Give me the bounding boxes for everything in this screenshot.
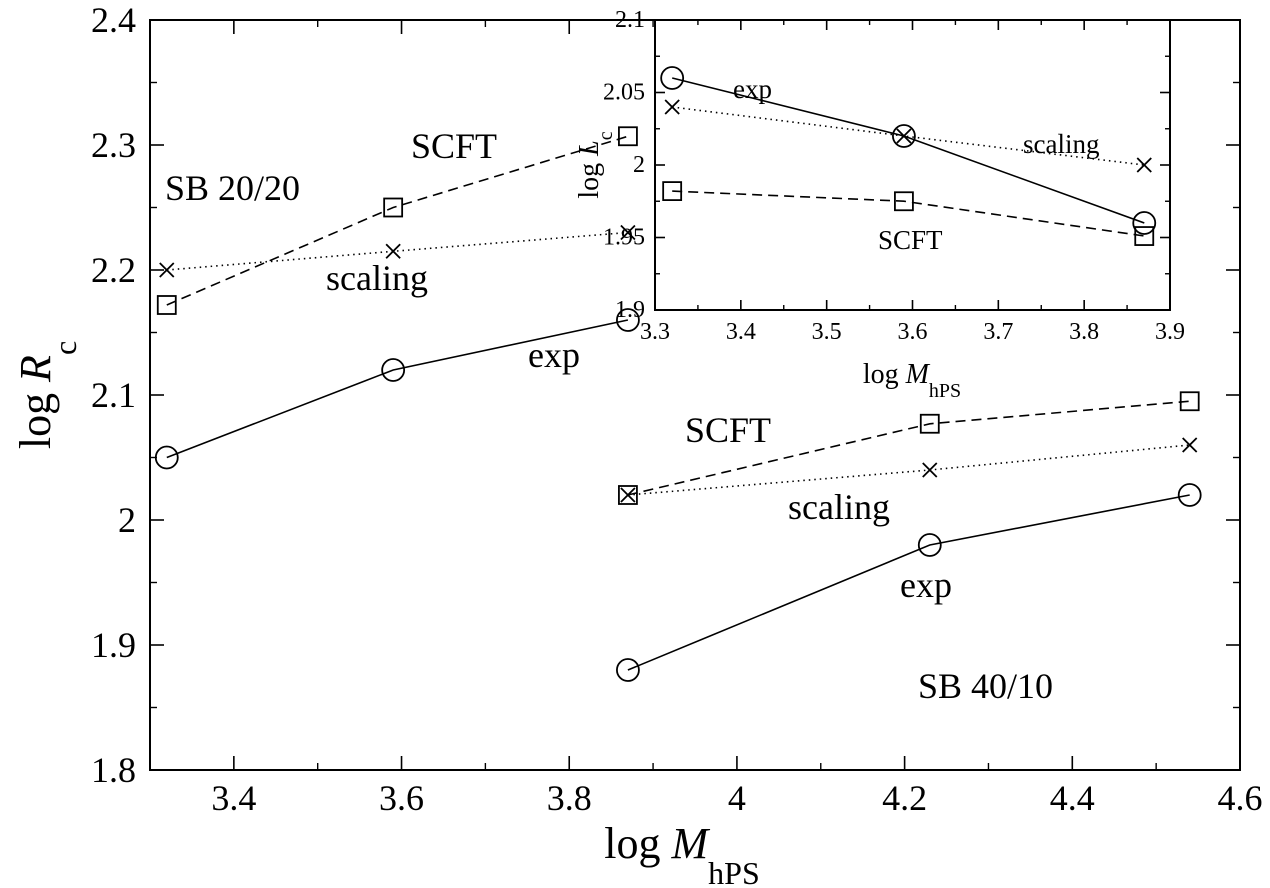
square-marker	[919, 413, 940, 434]
annotation-label: exp	[900, 565, 952, 605]
circle-marker	[616, 658, 640, 682]
series-line-square	[672, 190, 1145, 237]
annotation-label: SB 40/10	[918, 666, 1053, 706]
circle-marker	[1177, 483, 1202, 507]
x-tick-label: 3.5	[812, 319, 842, 345]
annotation-label: SB 20/20	[165, 168, 300, 208]
square-marker	[618, 485, 638, 505]
x-tick-label: 3.8	[547, 778, 592, 818]
x-tick-label: 3.7	[983, 319, 1013, 345]
cross-marker	[922, 462, 938, 478]
x-tick-label: 4	[728, 778, 746, 818]
circle-marker	[660, 66, 685, 90]
series-line-square	[627, 400, 1190, 496]
y-tick-label: 2	[633, 152, 645, 178]
y-tick-label: 1.9	[91, 625, 136, 665]
inset-background	[655, 20, 1170, 310]
y-tick-label: 1.95	[603, 225, 645, 251]
circle-marker	[892, 124, 916, 148]
square-marker	[1134, 226, 1155, 246]
y-tick-label: 2.05	[603, 80, 645, 106]
y-tick-label: 2.2	[91, 250, 136, 290]
annotation-label: exp	[528, 335, 580, 375]
cross-marker	[620, 224, 636, 241]
y-axis-label: log Rc	[11, 341, 83, 449]
series-line-circle	[166, 319, 629, 459]
annotation-label: SCFT	[411, 126, 497, 166]
y-tick-label: 2	[118, 500, 136, 540]
x-tick-label: 4.4	[1050, 778, 1095, 818]
annotation-label: exp	[733, 74, 772, 104]
square-marker	[156, 295, 177, 315]
series-line-square	[166, 135, 629, 306]
cross-marker	[896, 128, 912, 144]
x-tick-label: 3.6	[898, 319, 928, 345]
annotation-label: SCFT	[685, 410, 771, 450]
x-tick-label: 3.4	[211, 778, 256, 818]
x-tick-label: 3.3	[640, 319, 670, 345]
y-tick-label: 2.1	[615, 7, 645, 33]
series-line-circle	[627, 494, 1190, 671]
annotation-label: SCFT	[878, 225, 943, 255]
cross-marker	[1182, 437, 1198, 453]
x-tick-label: 4.6	[1218, 778, 1263, 818]
y-tick-label: 2.3	[91, 125, 136, 165]
cross-marker	[620, 487, 636, 503]
y-axis-label: log Lc	[574, 131, 617, 198]
x-tick-label: 3.6	[379, 778, 424, 818]
cross-marker	[159, 262, 175, 278]
x-axis-label: log MhPS	[604, 819, 759, 888]
y-tick-label: 1.8	[91, 750, 136, 790]
inset-plot: 3.3 3.4 3.5 3.6 3.7 3.8 3.9 1.9 1.95 2 2.05 2.1 log …	[574, 7, 1185, 402]
circle-marker	[616, 308, 640, 332]
x-tick-label: 4.2	[882, 778, 927, 818]
square-marker	[662, 181, 683, 202]
circle-marker	[1132, 211, 1157, 235]
square-marker	[894, 191, 914, 212]
cross-marker	[664, 99, 680, 115]
circle-marker	[917, 533, 942, 557]
x-tick-label: 3.9	[1155, 319, 1185, 345]
main-plot: 3.4 3.6 3.8 4 4.2 4.4 4.6 1.8 1.9 2 2.1 2.2 2.3 2.4 lo…	[11, 0, 1263, 888]
annotation-label: scaling	[1023, 129, 1099, 159]
cross-marker	[385, 243, 401, 259]
y-tick-label: 2.4	[91, 0, 136, 40]
x-axis-label: log MhPS	[863, 359, 961, 402]
x-tick-label: 3.8	[1069, 319, 1099, 345]
square-marker	[1179, 391, 1200, 412]
x-tick-label: 3.4	[726, 319, 756, 345]
annotation-label: scaling	[788, 487, 890, 527]
cross-marker	[1136, 157, 1152, 173]
circle-marker	[381, 358, 406, 382]
y-tick-label: 1.9	[615, 297, 645, 323]
y-tick-label: 2.1	[91, 375, 136, 415]
annotation-label: scaling	[326, 258, 428, 298]
series-line-cross	[672, 106, 1145, 166]
square-marker	[383, 197, 404, 218]
square-marker	[618, 126, 638, 147]
